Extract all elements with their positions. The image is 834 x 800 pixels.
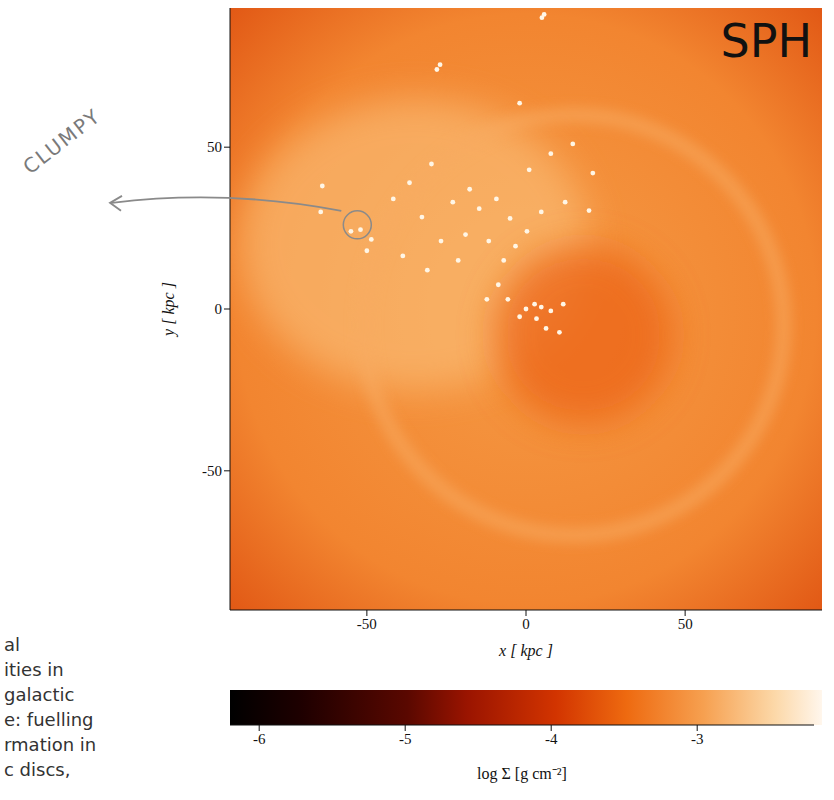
svg-text:0: 0 — [215, 301, 223, 317]
svg-text:-3: -3 — [691, 731, 704, 747]
svg-text:y [ kpc ]: y [ kpc ] — [160, 282, 178, 338]
html-text:e: fuelling: e: fuelling — [4, 709, 94, 730]
svg-text:-5: -5 — [399, 731, 412, 747]
html-text:c discs,: c discs, — [4, 759, 71, 780]
svg-text:x [ kpc ]: x [ kpc ] — [498, 642, 553, 660]
html-text:ities in: ities in — [4, 659, 64, 680]
svg-text:0: 0 — [522, 616, 530, 632]
svg-text:50: 50 — [207, 139, 222, 155]
html-text:al: al — [4, 634, 20, 655]
svg-text:-50: -50 — [357, 616, 377, 632]
html-text:SPH: SPH — [720, 14, 812, 68]
svg-text:-4: -4 — [545, 731, 558, 747]
svg-text:CLUMPY: CLUMPY — [18, 103, 105, 178]
svg-text:50: 50 — [678, 616, 693, 632]
svg-text:log Σ [g cm⁻²]: log Σ [g cm⁻²] — [477, 765, 567, 783]
svg-text:-6: -6 — [253, 731, 266, 747]
svg-text:-50: -50 — [202, 463, 222, 479]
html-text:rmation in: rmation in — [4, 734, 97, 755]
html-text:galactic: galactic — [4, 684, 75, 705]
